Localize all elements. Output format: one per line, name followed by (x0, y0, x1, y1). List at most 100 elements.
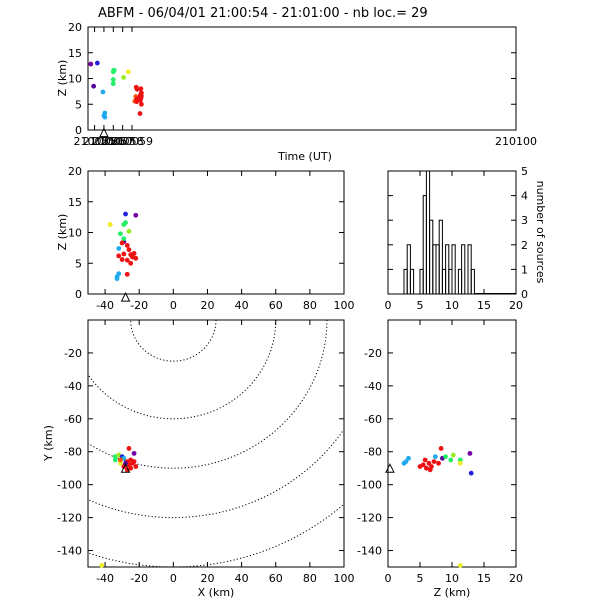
source-point (432, 454, 438, 460)
source-point (138, 97, 143, 103)
x-tick-label: 0 (385, 572, 392, 585)
source-point (125, 69, 131, 75)
source-point (457, 460, 463, 466)
y-tick-label: 0 (521, 288, 528, 301)
x-tick-label: 20 (200, 299, 214, 312)
source-point (99, 562, 105, 568)
x-tick-label: 0 (385, 299, 392, 312)
x-tick-label: 210059 (111, 135, 153, 148)
source-point (123, 220, 128, 226)
plot-frame (87, 319, 345, 568)
y-tick-label: 1 (521, 263, 528, 276)
x-tick-label: 60 (269, 299, 283, 312)
y-axis-label: Z (km) (56, 60, 69, 97)
source-point (110, 81, 116, 87)
x-tick-label: 40 (235, 572, 249, 585)
station-triangle (120, 291, 131, 302)
y-tick-label: -140 (357, 545, 382, 558)
source-point (110, 77, 116, 82)
y-tick-label: -100 (357, 479, 382, 492)
x-tick-label: 15 (477, 572, 491, 585)
source-point (457, 457, 463, 463)
source-point (112, 457, 118, 463)
source-point (116, 246, 122, 251)
source-point (116, 271, 122, 277)
y-tick-label: 2 (521, 239, 528, 252)
x-tick-label: 80 (303, 572, 317, 585)
panel-height-plan: 0 5 10 15 20 -140 -120 -100 -80 -60 -40 -20 Z (km) (357, 319, 523, 599)
station-triangle (120, 463, 131, 473)
source-point (118, 457, 123, 463)
histogram-bar (451, 244, 456, 295)
plot-frame (87, 26, 517, 131)
source-point (438, 446, 444, 451)
y-axis-label: Y (km) (42, 425, 55, 462)
x-tick-label: 0 (170, 299, 177, 312)
x-tick-label: 100 (334, 299, 355, 312)
y-tick-label: 5 (75, 98, 82, 111)
figure-title: ABFM - 06/04/01 21:00:54 - 21:01:00 - nb… (98, 6, 428, 21)
source-point (450, 452, 456, 458)
x-tick-label: 80 (303, 299, 317, 312)
histogram-bar (438, 219, 443, 295)
y-tick-label: -120 (57, 512, 82, 525)
panel-x-height: -40 -20 0 20 40 60 80 100 0 5 10 15 20 Z (km) (56, 165, 355, 312)
source-point (114, 276, 120, 282)
y-tick-label: 0 (75, 124, 82, 137)
x-tick-label: 100 (334, 572, 355, 585)
y-tick-label: -20 (64, 347, 82, 360)
source-point (91, 83, 97, 89)
x-tick-label: 5 (417, 572, 424, 585)
source-point (134, 86, 140, 92)
source-point (133, 212, 139, 218)
source-point (126, 446, 132, 451)
source-point (123, 211, 128, 217)
source-point (429, 464, 434, 469)
x-tick-label: 20 (200, 572, 214, 585)
x-tick-label: 210056 (83, 135, 125, 148)
source-point (116, 253, 122, 259)
source-point (126, 247, 132, 253)
x-tick-label: -40 (96, 299, 114, 312)
y-axis-label: Z (km) (56, 214, 69, 251)
source-point (102, 110, 108, 116)
x-tick-label: 210058 (102, 135, 144, 148)
x-tick-label: 210055 (74, 135, 116, 148)
source-point (137, 111, 143, 116)
source-point (88, 61, 94, 67)
y-tick-label: 3 (521, 214, 528, 227)
y-tick-label: -140 (57, 545, 82, 558)
source-point (401, 460, 407, 466)
x-tick-label: 10 (445, 572, 459, 585)
x-tick-label: -20 (130, 572, 148, 585)
y-tick-label: 5 (521, 165, 528, 178)
x-tick-label: 5 (417, 299, 424, 312)
source-point (121, 251, 127, 257)
source-point (457, 562, 463, 568)
source-point (422, 457, 428, 463)
source-point (134, 99, 140, 105)
source-point (443, 454, 448, 460)
source-point (426, 460, 432, 466)
x-tick-label: 210057 (92, 135, 134, 148)
source-point (138, 101, 144, 107)
source-point (126, 228, 132, 234)
source-point (100, 89, 106, 95)
source-point (107, 222, 113, 227)
source-point (121, 236, 127, 242)
source-point (128, 465, 134, 471)
x-tick-label: 60 (269, 572, 283, 585)
y-axis-label: number of sources (534, 181, 547, 284)
x-tick-label: 15 (477, 299, 491, 312)
y-tick-label: -80 (64, 446, 82, 459)
y-tick-label: 0 (75, 288, 82, 301)
x-axis-label: Time (UT) (277, 150, 332, 163)
source-point (436, 460, 441, 466)
panel-plan-view: -40 -20 0 20 40 60 80 100 -140 -120 -100 -80 -60 -40 -… (42, 319, 355, 599)
source-point (94, 60, 100, 66)
y-tick-label: 15 (68, 196, 82, 209)
source-point (121, 75, 126, 80)
x-tick-label: 10 (445, 299, 459, 312)
